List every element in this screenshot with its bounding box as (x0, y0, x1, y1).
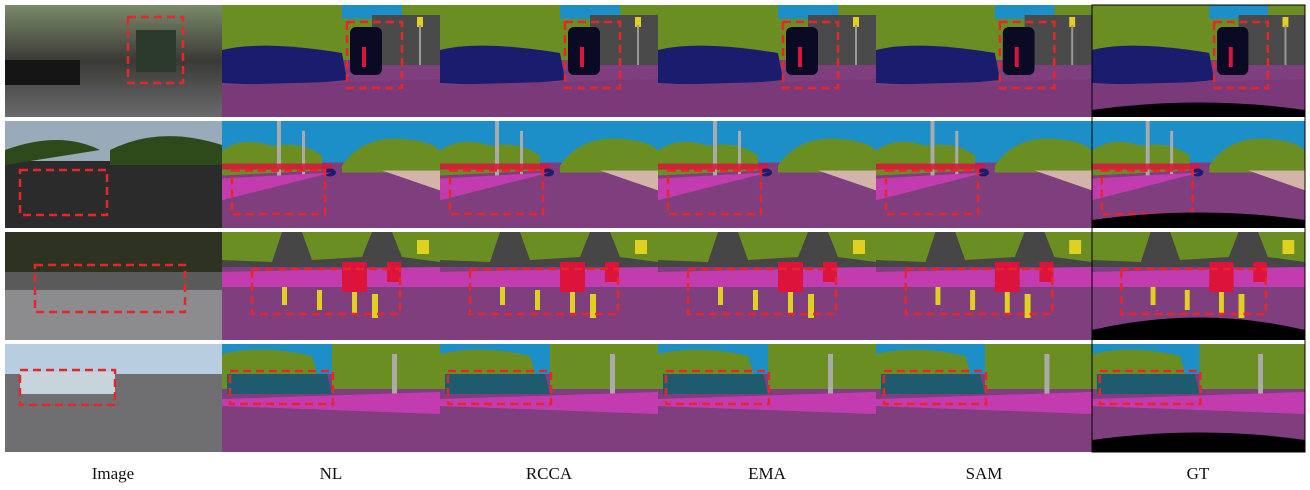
column-label: SAM (966, 464, 1003, 483)
figure: Image NL RCCA EMA SAM GT (0, 0, 1310, 490)
column-labels: Image NL RCCA EMA SAM GT (92, 464, 1210, 483)
column-label: EMA (748, 464, 787, 483)
column-label: NL (320, 464, 343, 483)
column-label: Image (92, 464, 134, 483)
column-label: GT (1187, 464, 1210, 483)
segmentation-grid (222, 5, 1305, 452)
column-label: RCCA (526, 464, 573, 483)
input-images (5, 5, 222, 452)
